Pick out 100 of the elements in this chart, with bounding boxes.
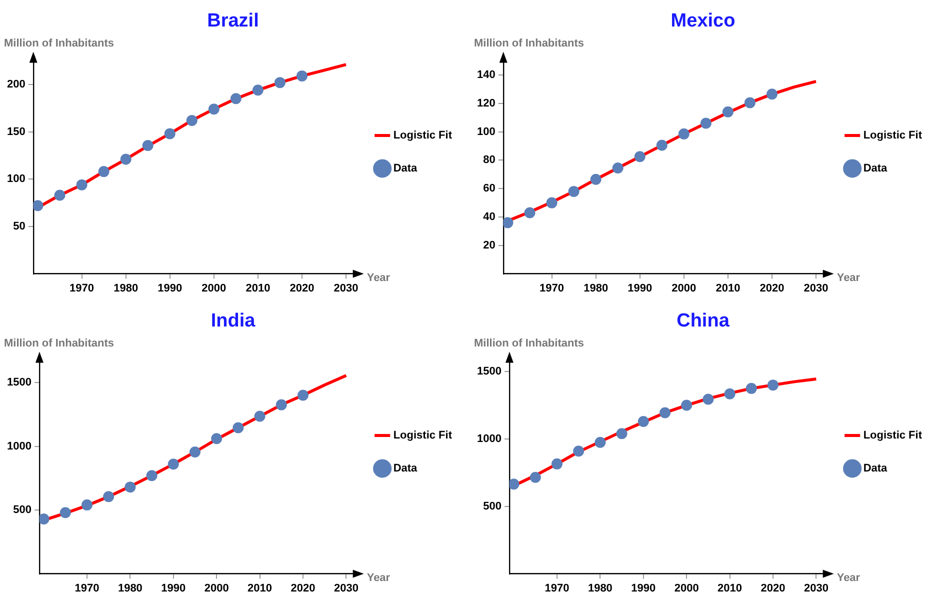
x-tick-label: 2020 xyxy=(290,282,314,294)
x-tick-label: 1990 xyxy=(158,282,182,294)
y-axis-title: Million of Inhabitants xyxy=(4,337,114,350)
point xyxy=(702,394,714,405)
y-tick-label: 40 xyxy=(483,211,496,224)
x-tick-label: 1980 xyxy=(118,582,142,594)
x-tick-label: 1980 xyxy=(588,582,612,594)
point xyxy=(503,217,514,228)
x-tick-label: 2020 xyxy=(760,582,786,594)
point xyxy=(124,482,136,493)
y-tick-label: 200 xyxy=(6,78,26,90)
x-axis-title: Year xyxy=(366,572,391,584)
legend-label: Logistic Fit xyxy=(393,130,452,142)
x-tick-label: 2010 xyxy=(718,582,742,594)
point xyxy=(678,128,690,140)
point xyxy=(189,446,200,458)
x-tick-label: 2030 xyxy=(804,282,828,294)
legend-label: Logistic Fit xyxy=(863,430,922,442)
point xyxy=(681,400,692,411)
x-axis-title: Year xyxy=(836,272,861,284)
point xyxy=(81,499,92,510)
point xyxy=(232,422,244,434)
legend-label: Data xyxy=(393,162,418,175)
point xyxy=(744,97,756,108)
point xyxy=(724,388,736,400)
point xyxy=(524,207,536,218)
x-tick-label: 2020 xyxy=(290,582,316,594)
point xyxy=(656,140,668,151)
point xyxy=(230,93,242,104)
legend-label: Data xyxy=(393,462,418,475)
y-tick-label: 100 xyxy=(6,173,26,186)
x-tick-label: 2000 xyxy=(674,582,699,594)
y-axis-title: Million of Inhabitants xyxy=(474,337,584,350)
x-tick-label: 2020 xyxy=(760,282,784,294)
legend-label: Logistic Fit xyxy=(863,130,922,142)
point xyxy=(638,416,649,427)
x-tick-label: 1970 xyxy=(74,582,100,594)
point xyxy=(276,399,287,410)
point xyxy=(39,513,50,524)
y-tick-label: 120 xyxy=(476,97,496,110)
point xyxy=(530,472,541,483)
y-tick-label: 20 xyxy=(483,239,496,252)
point xyxy=(297,390,308,401)
x-tick-label: 2030 xyxy=(334,282,358,294)
x-tick-label: 2000 xyxy=(672,282,696,294)
y-axis-title: Million of Inhabitants xyxy=(4,37,114,50)
point xyxy=(722,106,734,118)
point xyxy=(546,197,558,208)
y-tick-label: 1500 xyxy=(476,366,502,378)
point xyxy=(98,166,110,178)
point xyxy=(766,88,778,100)
x-tick-label: 2010 xyxy=(716,282,740,294)
point xyxy=(120,154,132,165)
y-tick-label: 50 xyxy=(13,220,26,232)
y-tick-label: 60 xyxy=(483,182,496,195)
point xyxy=(142,140,154,152)
x-tick-label: 2010 xyxy=(246,282,270,294)
point xyxy=(590,174,602,185)
y-tick-label: 100 xyxy=(476,126,496,138)
point xyxy=(746,382,757,394)
point xyxy=(616,428,628,440)
chart-title: China xyxy=(676,310,730,332)
x-tick-label: 1990 xyxy=(161,582,186,594)
point xyxy=(252,84,264,96)
point xyxy=(568,186,580,197)
point xyxy=(164,128,176,140)
x-tick-label: 2030 xyxy=(334,582,358,594)
legend-label: Data xyxy=(863,162,888,175)
legend-label: Logistic Fit xyxy=(393,430,452,442)
point xyxy=(551,458,562,470)
chart-title: Brazil xyxy=(207,10,259,32)
point xyxy=(594,436,606,448)
point xyxy=(33,200,44,212)
point xyxy=(208,104,220,115)
x-tick-label: 1990 xyxy=(628,282,652,294)
legend-label: Data xyxy=(863,462,888,475)
x-axis-title: Year xyxy=(366,272,391,284)
y-tick-label: 500 xyxy=(483,500,502,512)
point xyxy=(573,446,584,457)
y-tick-label: 80 xyxy=(483,154,496,166)
point xyxy=(634,151,646,162)
x-tick-label: 1990 xyxy=(631,582,656,594)
point xyxy=(767,380,778,391)
point xyxy=(254,410,266,422)
x-tick-label: 1970 xyxy=(70,282,94,294)
x-tick-label: 1970 xyxy=(544,582,570,594)
point xyxy=(103,491,114,502)
y-tick-label: 500 xyxy=(13,504,32,516)
x-tick-label: 1980 xyxy=(584,282,608,294)
point xyxy=(659,407,670,418)
x-tick-label: 2030 xyxy=(804,582,828,594)
x-tick-label: 2000 xyxy=(202,282,226,294)
point xyxy=(296,70,308,82)
point xyxy=(274,77,286,88)
x-tick-label: 1980 xyxy=(114,282,138,294)
x-tick-label: 1970 xyxy=(540,282,564,294)
y-tick-label: 150 xyxy=(6,126,26,138)
point xyxy=(54,190,66,201)
chart-title: India xyxy=(210,310,256,332)
point xyxy=(168,458,179,470)
